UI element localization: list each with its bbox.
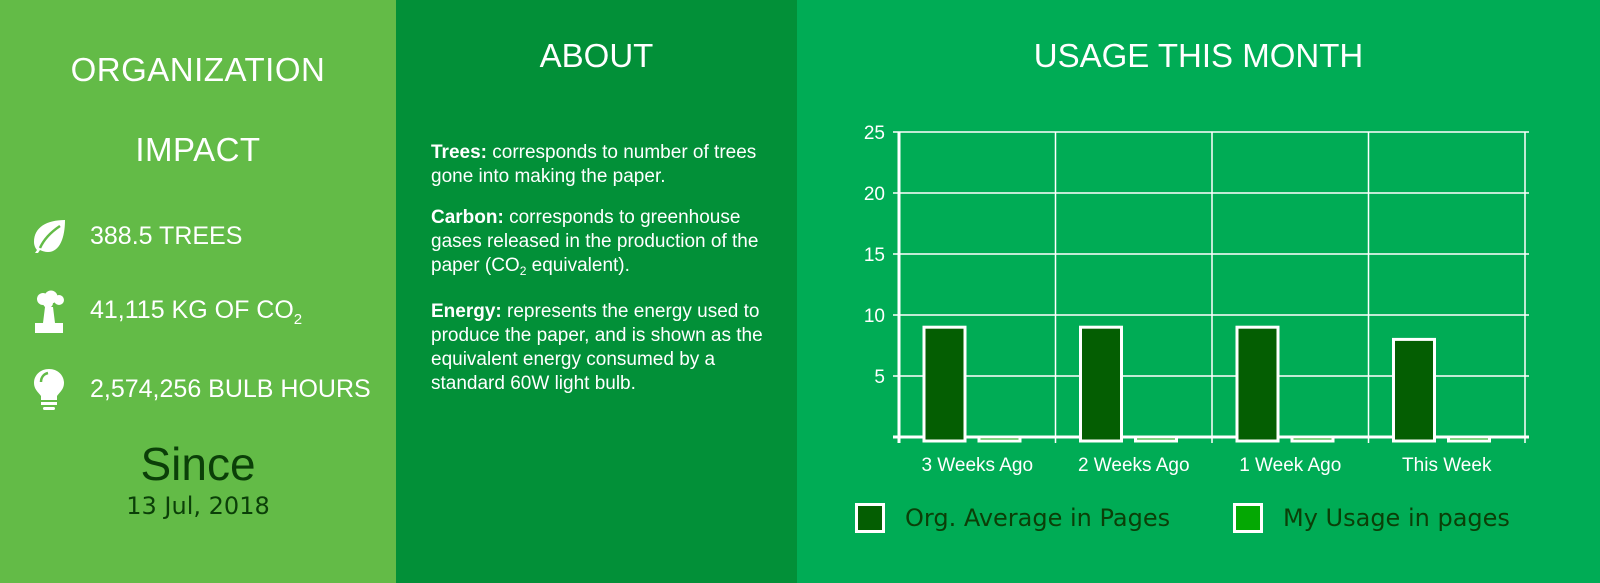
carbon-term: Carbon: [431, 207, 504, 228]
co2-value-text: 41,115 KG OF CO [90, 296, 294, 324]
bar-my-usage [977, 435, 1022, 443]
leaf-icon [28, 215, 70, 257]
trees-term: Trees: [431, 142, 487, 163]
energy-definition: Energy: represents the energy used to pr… [431, 300, 776, 396]
about-text: Trees: corresponds to number of trees go… [431, 141, 776, 413]
bar-org-average [922, 325, 967, 443]
factory-icon [28, 290, 70, 333]
y-tick-label: 25 [864, 123, 885, 144]
co2-value: 41,115 KG OF CO2 [90, 296, 302, 328]
since-label: Since [140, 438, 256, 490]
legend-org-average: Org. Average in Pages [855, 503, 1170, 533]
bar-my-usage [1447, 435, 1491, 443]
y-tick-label: 15 [864, 245, 885, 266]
legend-label-my: My Usage in pages [1283, 504, 1510, 532]
trees-description: corresponds to number of trees gone into… [431, 142, 757, 187]
legend-swatch-my [1233, 503, 1263, 533]
y-tick-label: 10 [864, 306, 885, 327]
about-panel: ABOUT Trees: corresponds to number of tr… [396, 0, 797, 583]
trees-definition: Trees: corresponds to number of trees go… [431, 141, 776, 189]
carbon-description-tail: equivalent). [526, 255, 630, 276]
trees-value: 388.5 TREES [90, 221, 243, 250]
x-tick-label: 1 Week Ago [1239, 455, 1341, 476]
x-tick-label: This Week [1402, 455, 1492, 476]
impact-title-line1: ORGANIZATION [70, 51, 326, 88]
carbon-subscript: 2 [519, 264, 527, 278]
bar-org-average [1079, 325, 1123, 443]
trees-stat: 388.5 TREES [28, 215, 242, 257]
x-tick-label: 2 Weeks Ago [1078, 455, 1190, 476]
about-title: ABOUT [539, 37, 654, 74]
bar-org-average [1235, 325, 1280, 443]
energy-term: Energy: [431, 301, 502, 322]
co2-subscript: 2 [293, 311, 303, 328]
impact-panel: ORGANIZATION IMPACT 388.5 TREES [0, 0, 396, 583]
lightbulb-icon [28, 368, 70, 410]
carbon-definition: Carbon: corresponds to greenhouse gases … [431, 206, 776, 283]
bar-org-average [1392, 337, 1436, 443]
carbon-description: corresponds to greenhouse gases released… [431, 207, 759, 276]
bar-my-usage [1134, 435, 1178, 443]
y-tick-label: 20 [864, 184, 885, 205]
impact-title: ORGANIZATION IMPACT [0, 30, 396, 190]
bulb-value: 2,574,256 BULB HOURS [90, 374, 371, 403]
usage-title: USAGE THIS MONTH [1033, 37, 1364, 74]
since-date: 13 Jul, 2018 [126, 492, 270, 520]
legend-swatch-org [855, 503, 885, 533]
usage-panel: USAGE THIS MONTH 5 10 15 20 25 3 Weeks Ago 2 W… [797, 0, 1600, 583]
legend-my-usage: My Usage in pages [1233, 503, 1510, 533]
impact-title-line2: IMPACT [135, 131, 261, 168]
co2-stat: 41,115 KG OF CO2 [28, 290, 302, 333]
legend-label-org: Org. Average in Pages [905, 504, 1171, 532]
y-tick-label: 5 [874, 367, 885, 388]
x-tick-label: 3 Weeks Ago [921, 455, 1033, 476]
usage-chart: 5 10 15 20 25 3 Weeks Ago 2 Weeks Ago 1 Week Ag… [864, 123, 1529, 476]
energy-description: represents the energy used to produce th… [431, 301, 763, 394]
bulb-stat: 2,574,256 BULB HOURS [28, 368, 371, 410]
bar-my-usage [1290, 435, 1335, 443]
